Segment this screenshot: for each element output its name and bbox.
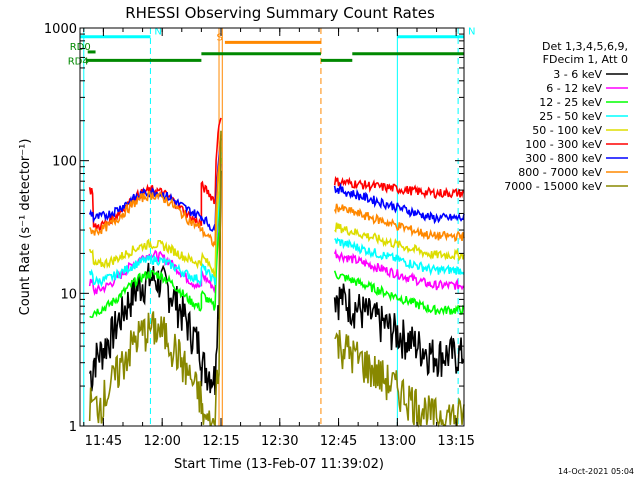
legend-entry-1: 6 - 12 keV [546, 82, 602, 95]
legend-entry-4: 50 - 100 keV [532, 124, 602, 137]
legend-entry-5: 100 - 300 keV [525, 138, 602, 151]
series-lines [88, 117, 465, 428]
legend-entry-7: 800 - 7000 keV [518, 166, 602, 179]
series-line-pre-8 [88, 130, 222, 427]
state-bar-label-0: N [154, 27, 161, 38]
x-axis-label: Start Time (13-Feb-07 11:39:02) [174, 457, 384, 472]
series-line-post-6 [333, 182, 465, 225]
legend-entry-6: 300 - 800 keV [525, 152, 602, 165]
y-axis-label: Count Rate (s⁻¹ detector⁻¹) [18, 139, 33, 316]
series-line-pre-3 [88, 152, 222, 288]
state-bar-label-4: RD4 [68, 56, 89, 67]
series-line-pre-4 [88, 147, 222, 279]
y-tick-label-0: 1 [69, 420, 77, 435]
series-line-post-2 [333, 270, 465, 316]
x-tick-label-2: 12:15 [202, 434, 239, 449]
x-tick-label-6: 13:15 [437, 434, 474, 449]
series-line-post-7 [333, 203, 465, 243]
legend-entry-2: 12 - 25 keV [539, 96, 602, 109]
legend-header-line-2: FDecim 1, Att 0 [543, 53, 628, 66]
axis-ticks: 11:45 12:00 12:15 12:30 12:45 13:00 13:15 1 10 10… [44, 22, 475, 449]
y-tick-label-3: 1000 [44, 22, 77, 37]
series-line-post-0 [333, 283, 465, 377]
x-tick-label-4: 12:45 [320, 434, 357, 449]
legend-entry-3: 25 - 50 keV [539, 110, 602, 123]
y-tick-label-2: 100 [52, 155, 77, 170]
time-markers [83, 28, 459, 426]
series-line-post-4 [334, 222, 465, 262]
legend-header-line-1: Det 1,3,4,5,6,9, [542, 40, 628, 53]
series-line-post-5 [333, 175, 465, 200]
chart-title: RHESSI Observing Summary Count Rates [125, 4, 435, 22]
series-line-pre-7 [88, 134, 222, 248]
state-bar-label-1: N [468, 27, 475, 38]
x-tick-label-3: 12:30 [261, 434, 298, 449]
legend-entry-0: 3 - 6 keV [553, 68, 602, 81]
legend-entry-8: 7000 - 15000 keV [504, 180, 602, 193]
x-tick-label-5: 13:00 [379, 434, 416, 449]
series-line-pre-0 [88, 170, 222, 395]
series-line-post-3 [334, 237, 465, 277]
axis-frame [79, 27, 465, 427]
series-line-pre-1 [88, 163, 222, 296]
x-tick-label-1: 12:00 [143, 434, 180, 449]
y-tick-label-1: 10 [60, 287, 77, 302]
series-line-pre-2 [89, 157, 222, 319]
legend: Det 1,3,4,5,6,9, FDecim 1, Att 0 3 - 6 k… [504, 40, 628, 193]
x-tick-label-0: 11:45 [85, 434, 122, 449]
state-bar-label-2: S [217, 32, 223, 43]
series-line-post-8 [334, 330, 465, 428]
render-timestamp: 14-Oct-2021 05:04 [558, 467, 634, 476]
series-line-post-1 [333, 248, 465, 291]
